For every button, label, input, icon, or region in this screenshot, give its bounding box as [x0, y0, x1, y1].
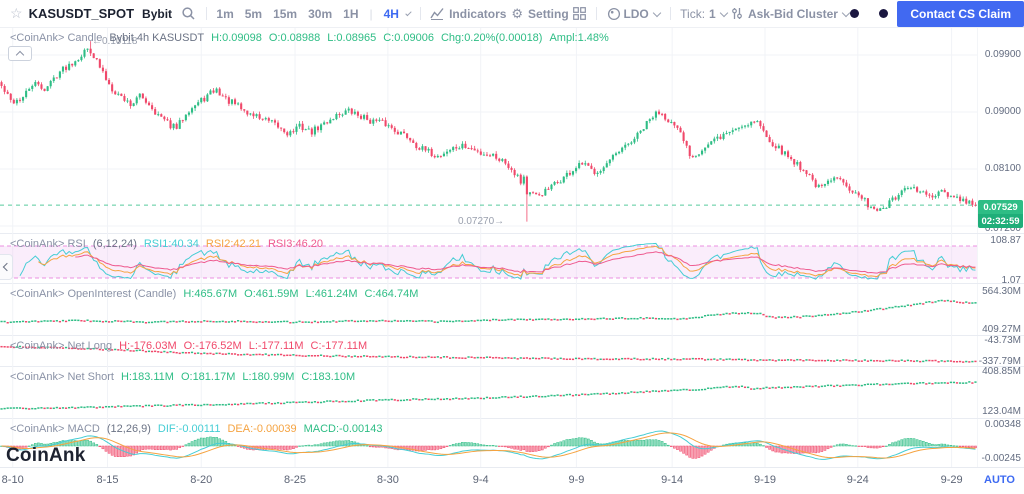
- coin-selector[interactable]: LDO: [623, 7, 659, 21]
- indicators-button[interactable]: Indicators: [430, 7, 506, 21]
- time-tick-label: 9-24: [840, 474, 876, 486]
- axis-tick-label: -0.00245: [982, 453, 1021, 464]
- time-tick-label: 9-29: [934, 474, 970, 486]
- contact-cs-claim-button[interactable]: Contact CS Claim: [897, 1, 1024, 27]
- sliders-icon: [731, 7, 743, 20]
- gradient-knob-right[interactable]: [879, 9, 888, 18]
- gradient-knob-left[interactable]: [850, 9, 859, 18]
- net-short-chart[interactable]: [0, 367, 977, 419]
- net-long-chart[interactable]: [0, 336, 977, 367]
- timeframe-1h[interactable]: 1H: [343, 7, 358, 21]
- time-axis[interactable]: AUTO 8-10 8-15 8-20 8-25 8-30 9-4 9-9 9-14 9-19 9…: [0, 467, 1024, 494]
- favorite-star-icon[interactable]: ☆: [10, 5, 23, 22]
- collapse-legend-button[interactable]: [8, 46, 32, 61]
- search-icon[interactable]: [181, 6, 196, 21]
- camera-icon[interactable]: [607, 7, 621, 21]
- axis-tick-label: 409.27M: [982, 324, 1021, 335]
- auto-scale-button[interactable]: AUTO: [984, 474, 1015, 486]
- axis-tick-label: 0.00348: [985, 419, 1021, 430]
- axis-tick-label: 0.08100: [985, 163, 1021, 174]
- time-tick-label: 9-4: [463, 474, 499, 486]
- open-interest-panel[interactable]: <CoinAnk> OpenInterest (Candle)H:465.67M…: [0, 284, 1024, 336]
- chevron-down-icon: [842, 8, 850, 16]
- time-tick-label: 8-10: [0, 474, 31, 486]
- chevron-down-icon: [653, 8, 661, 16]
- topbar: ☆ KASUSDT_SPOT Bybit 1m 5m 15m 30m 1H | 4H I…: [0, 0, 1024, 28]
- exchange-label[interactable]: Bybit: [142, 7, 172, 21]
- bar-countdown: 02:32:59: [978, 214, 1023, 228]
- axis-tick-label: 408.85M: [982, 366, 1021, 377]
- sidebar-collapse-handle[interactable]: [0, 254, 13, 280]
- timeframe-1m[interactable]: 1m: [216, 7, 233, 21]
- gear-icon: ⚙: [511, 6, 523, 22]
- candlestick-chart[interactable]: [0, 28, 977, 234]
- timeframe-30m[interactable]: 30m: [308, 7, 332, 21]
- time-tick-label: 9-19: [747, 474, 783, 486]
- ask-bid-cluster-toggle[interactable]: Ask-Bid Cluster: [731, 7, 849, 21]
- time-tick-label: 8-30: [370, 474, 406, 486]
- timeframe-15m[interactable]: 15m: [273, 7, 297, 21]
- axis-tick-label: 123.04M: [982, 406, 1021, 417]
- timeframe-5m[interactable]: 5m: [245, 7, 262, 21]
- low-price-marker: 0.07270→: [458, 216, 504, 227]
- last-price-badge: 0.07529 02:32:59: [978, 200, 1023, 228]
- high-price-marker: ←0.10118: [92, 36, 137, 47]
- timeframe-active-4h[interactable]: 4H: [384, 7, 399, 21]
- time-tick-label: 9-9: [558, 474, 594, 486]
- axis-tick-label: 0.09000: [985, 106, 1021, 117]
- axis-tick-label: 108.87: [990, 235, 1021, 246]
- time-tick-label: 8-25: [277, 474, 313, 486]
- axis-tick-label: -43.73M: [984, 335, 1021, 346]
- chevron-down-icon[interactable]: [405, 9, 411, 15]
- macd-chart[interactable]: [0, 419, 977, 467]
- layout-grid-icon[interactable]: [573, 7, 586, 20]
- symbol-selector[interactable]: KASUSDT_SPOT: [29, 6, 134, 21]
- time-tick-label: 8-15: [89, 474, 125, 486]
- axis-tick-label: 1.07: [1002, 275, 1021, 286]
- axis-tick-label: 564.30M: [982, 286, 1021, 297]
- divider: |: [369, 7, 372, 21]
- open-interest-chart[interactable]: [0, 284, 977, 336]
- time-tick-label: 9-14: [654, 474, 690, 486]
- heatmap-gradient-slider[interactable]: [853, 10, 885, 18]
- timeframe-selector: 1m 5m 15m 30m 1H: [216, 7, 369, 21]
- last-price-value: 0.07529: [978, 200, 1023, 214]
- chevron-down-icon: [719, 8, 727, 16]
- time-tick-label: 8-20: [183, 474, 219, 486]
- settings-button[interactable]: ⚙ Setting: [511, 6, 568, 22]
- tick-selector[interactable]: Tick: 1: [680, 7, 727, 21]
- rsi-chart[interactable]: [0, 234, 977, 284]
- axis-tick-label: 0.09900: [985, 49, 1021, 60]
